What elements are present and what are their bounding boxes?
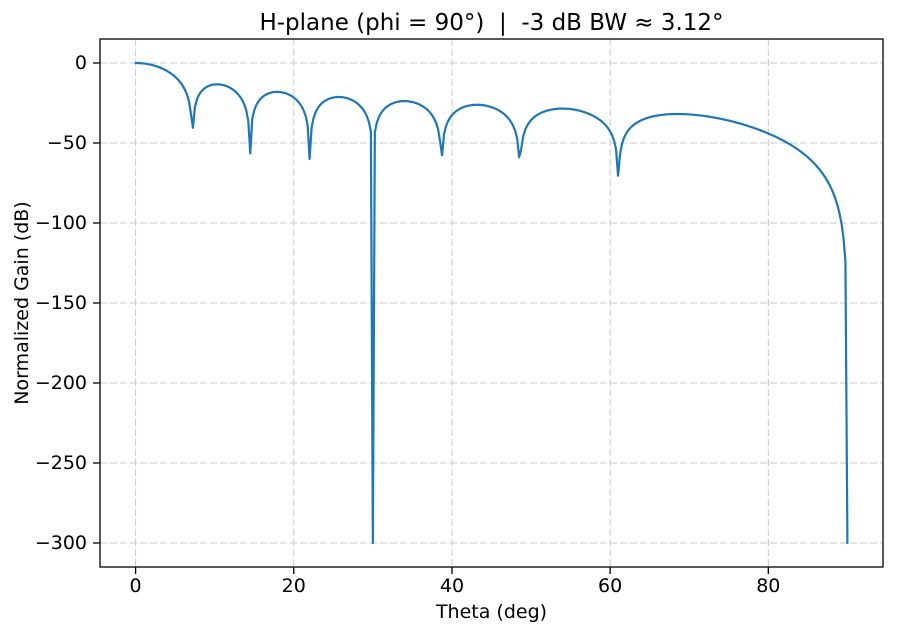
x-axis-label: Theta (deg) — [435, 601, 548, 623]
axis-ticks — [93, 62, 769, 574]
y-tick-label: −100 — [34, 212, 87, 234]
chart-title: H-plane (phi = 90°) | -3 dB BW ≈ 3.12° — [259, 10, 724, 36]
x-tick-label: 80 — [756, 575, 781, 597]
y-tick-label: −300 — [34, 532, 87, 554]
y-tick-label: −200 — [34, 372, 87, 394]
x-tick-label: 0 — [129, 575, 142, 597]
y-tick-label: 0 — [74, 52, 87, 74]
x-tick-label: 60 — [598, 575, 623, 597]
gridlines — [100, 39, 883, 567]
y-tick-label: −50 — [46, 132, 87, 154]
plot-border — [99, 38, 884, 568]
x-tick-label: 20 — [281, 575, 306, 597]
x-tick-label: 40 — [439, 575, 465, 597]
gain-curve — [134, 61, 849, 545]
y-tick-label: −150 — [34, 292, 87, 314]
y-tick-label: −250 — [34, 452, 87, 474]
h-plane-gain-line — [134, 61, 849, 545]
